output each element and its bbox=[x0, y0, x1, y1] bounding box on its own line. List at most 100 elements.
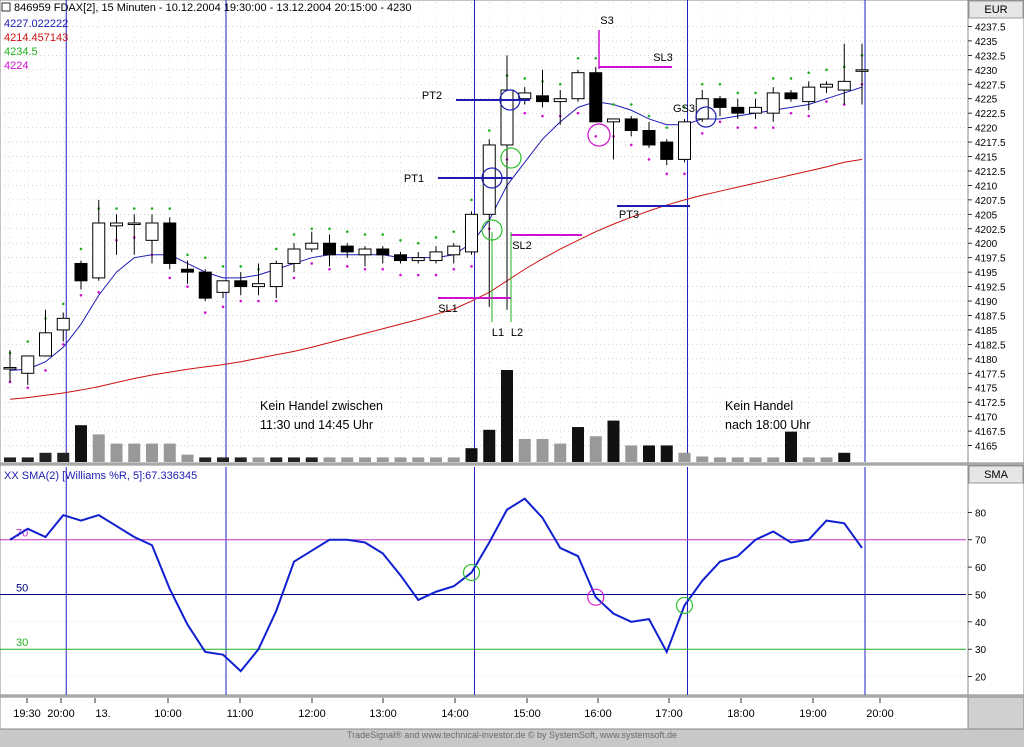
price-tick-label: 4192.5 bbox=[975, 283, 1006, 294]
l2-label: L2 bbox=[511, 327, 523, 339]
candle-body bbox=[465, 213, 478, 253]
volume-bar bbox=[767, 457, 780, 462]
price-tick-label: 4225 bbox=[975, 95, 998, 106]
candle-body bbox=[713, 98, 727, 108]
upper-stop-dot bbox=[363, 233, 367, 236]
upper-stop-dot bbox=[470, 198, 473, 202]
lower-stop-dot bbox=[328, 267, 331, 271]
candle-body bbox=[482, 144, 496, 215]
upper-stop-dot bbox=[416, 241, 420, 245]
candle-body bbox=[607, 118, 620, 123]
volume-bar bbox=[199, 457, 212, 462]
candle-body bbox=[269, 262, 283, 288]
no-trade-note-2b: nach 18:00 Uhr bbox=[725, 418, 810, 432]
candle-body bbox=[447, 245, 461, 256]
pt3-label: PT3 bbox=[619, 209, 639, 221]
lower-stop-dot bbox=[541, 114, 544, 118]
volume-bar bbox=[217, 457, 229, 462]
candle-body bbox=[376, 248, 390, 256]
pt1-circle bbox=[481, 167, 503, 189]
lower-stop-dot bbox=[523, 111, 527, 115]
lower-stop-dot bbox=[186, 285, 189, 288]
upper-stop-dot bbox=[558, 82, 562, 86]
time-axis-ticks: 19:30 20:00 13. 10:00 11:00 12:00 13:00 14:00 15… bbox=[13, 698, 894, 720]
candle-body bbox=[92, 222, 106, 279]
volume-bar bbox=[625, 445, 638, 462]
upper-stop-dot bbox=[629, 103, 633, 106]
price-axis-pane bbox=[967, 0, 1024, 464]
volume-bar bbox=[359, 457, 371, 462]
upper-stop-dot bbox=[345, 230, 349, 233]
volume-bar bbox=[92, 434, 105, 462]
lower-stop-dot bbox=[718, 120, 722, 124]
lower-stop-dot bbox=[576, 111, 580, 115]
volume-bar bbox=[820, 457, 833, 462]
volume-bar bbox=[589, 436, 602, 462]
time-axis-corner bbox=[967, 696, 1024, 730]
price-tick-label: 4207.5 bbox=[975, 196, 1006, 207]
candle-body bbox=[536, 95, 549, 103]
volume-bar bbox=[678, 452, 691, 462]
gs3-circle bbox=[695, 106, 717, 128]
price-tick-label: 4165 bbox=[975, 442, 998, 453]
time-tick-label: 13. bbox=[95, 708, 110, 720]
volume-bar bbox=[749, 457, 762, 462]
upper-stop-dot bbox=[399, 239, 402, 242]
time-tick-label: 11:00 bbox=[227, 708, 254, 720]
candle-body bbox=[394, 254, 407, 262]
upper-stop-dot bbox=[700, 82, 704, 86]
volume-bar bbox=[376, 457, 389, 462]
lower-stop-dot bbox=[345, 265, 349, 268]
candle-body bbox=[358, 248, 372, 256]
price-tick-label: 4177.5 bbox=[975, 369, 1006, 380]
indicator-title: XX SMA(2) [Williams %R, 5]:67.336345 bbox=[4, 470, 197, 482]
lower-stop-dot bbox=[310, 262, 314, 265]
candle-body bbox=[305, 242, 319, 250]
upper-stop-dot bbox=[523, 77, 527, 80]
volume-bar bbox=[785, 431, 797, 462]
indicator-tick-label: 60 bbox=[975, 563, 987, 574]
lower-stop-dot bbox=[79, 293, 83, 297]
time-tick-label: 19:30 bbox=[13, 708, 41, 720]
upper-stop-dot bbox=[789, 77, 793, 80]
candle-body bbox=[411, 257, 425, 262]
volume-bar bbox=[128, 443, 141, 462]
volume-bar bbox=[341, 457, 354, 462]
gs3-label: GS3 bbox=[673, 103, 695, 115]
volume-bar bbox=[838, 452, 851, 462]
price-axis-ticks: 4165 4167.5 4170 4172.5 4175 4177.5 4180 4182.5… bbox=[968, 22, 1006, 453]
indicator-tick-label: 20 bbox=[975, 673, 987, 684]
candle-body bbox=[252, 283, 265, 288]
upper-stop-dot bbox=[26, 340, 30, 343]
upper-stop-dot bbox=[150, 207, 154, 210]
time-tick-label: 20:00 bbox=[866, 708, 894, 720]
lower-stop-dot bbox=[168, 276, 172, 280]
upper-stop-dot bbox=[736, 91, 740, 95]
upper-stop-dot bbox=[79, 247, 83, 251]
volume-bar bbox=[465, 448, 478, 462]
candle-body bbox=[110, 222, 123, 227]
price-tick-label: 4227.5 bbox=[975, 80, 1006, 91]
upper-stop-dot bbox=[168, 207, 172, 210]
candle-body bbox=[660, 141, 674, 160]
volume-bar bbox=[252, 457, 265, 462]
candle-body bbox=[163, 222, 177, 264]
volume-bar bbox=[518, 439, 531, 462]
signal-circle bbox=[462, 563, 481, 582]
indicator-axis-ticks: 20 30 40 50 60 70 80 bbox=[968, 508, 987, 684]
currency-label: EUR bbox=[984, 4, 1007, 16]
legend-upper: 4234.5 bbox=[4, 46, 38, 58]
volume-bar bbox=[536, 439, 549, 462]
header-legend: 846959 FDAX[2], 15 Minuten - 10.12.2004 … bbox=[1, 2, 412, 72]
sl1-label: SL1 bbox=[438, 303, 458, 315]
volume-bar bbox=[572, 427, 584, 462]
candle-body bbox=[678, 121, 691, 160]
upper-stop-dot bbox=[452, 230, 456, 233]
chart-menu-icon[interactable] bbox=[1, 2, 11, 12]
candle-body bbox=[39, 332, 52, 357]
indicator-axis-box bbox=[968, 465, 1024, 484]
upper-stop-dot bbox=[274, 247, 278, 251]
candle-body bbox=[234, 280, 248, 288]
